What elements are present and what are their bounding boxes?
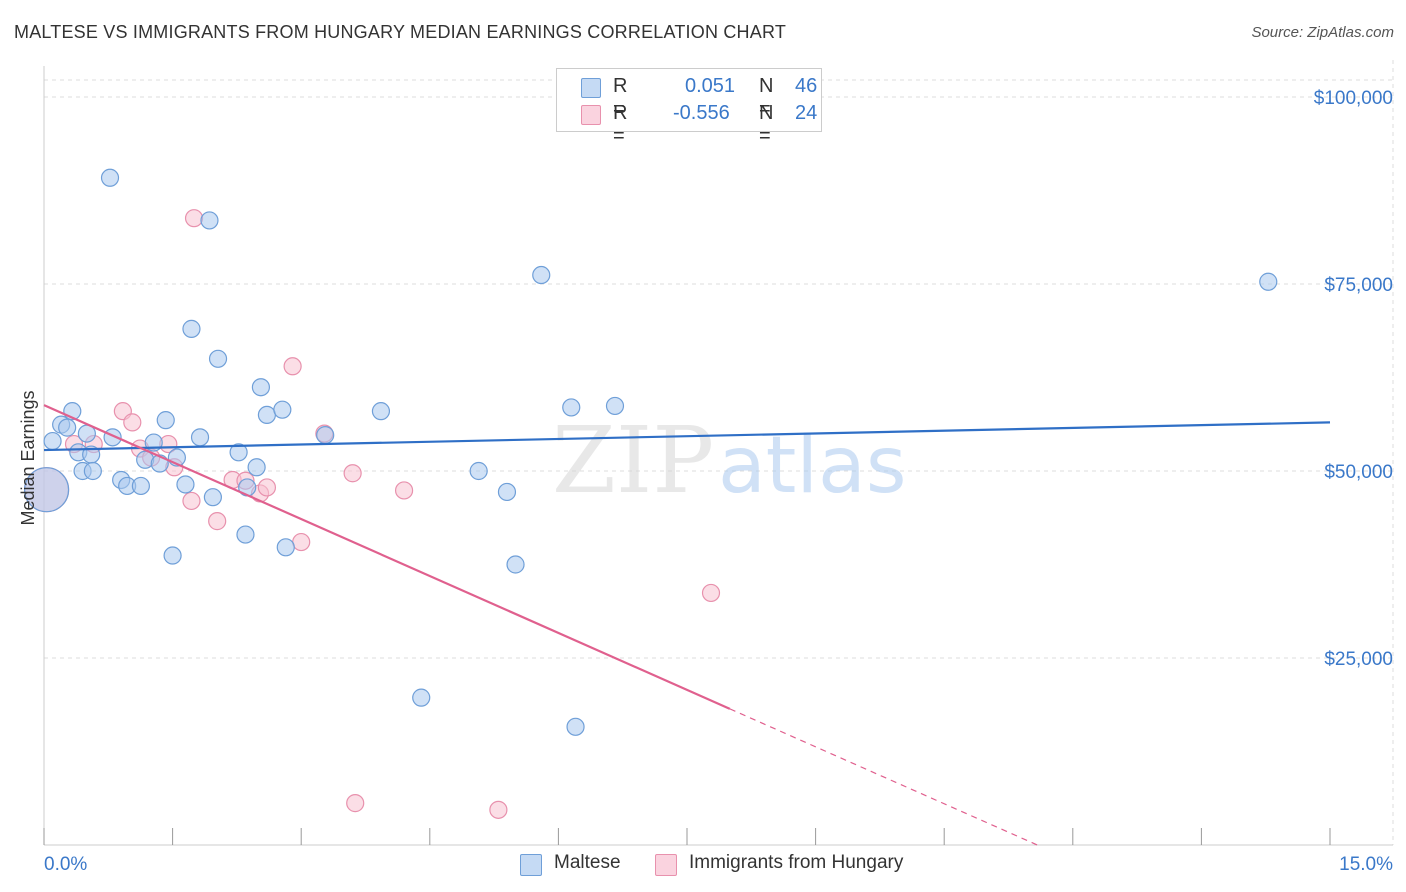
maltese-point: [163, 546, 182, 565]
hungary-point: [208, 512, 227, 531]
maltese-point: [182, 319, 201, 338]
maltese-point: [506, 555, 525, 574]
hungary-r-value: -0.556: [673, 102, 730, 124]
r-label: R =: [613, 75, 628, 120]
maltese-point: [208, 349, 228, 368]
maltese-point: [566, 717, 585, 736]
r-label: R =: [613, 102, 628, 147]
maltese-point: [412, 688, 431, 707]
maltese-point: [276, 538, 295, 557]
n-label: N =: [759, 75, 774, 120]
watermark-atlas: atlas: [718, 421, 907, 511]
hungary-points: [23, 209, 721, 819]
maltese-trend-line: [43, 421, 1331, 452]
maltese-point: [247, 458, 266, 477]
maltese-n-value: 46: [795, 75, 818, 97]
maltese-points: [23, 168, 1278, 736]
correlation-legend: R = 0.051 N = 46 R = -0.556 N = 24: [556, 68, 822, 147]
hungary-point: [394, 481, 414, 500]
maltese-point: [23, 467, 70, 513]
n-label: N =: [759, 102, 774, 147]
maltese-r-value: 0.051: [685, 75, 736, 97]
x-tick-label: 0.0%: [44, 854, 87, 875]
hungary-point: [346, 794, 365, 813]
maltese-point: [203, 488, 222, 507]
maltese-point: [100, 168, 120, 187]
maltese-point: [229, 443, 248, 462]
hungary-point: [184, 209, 204, 228]
hungary-point: [257, 478, 277, 497]
maltese-point: [131, 476, 150, 496]
hungary-legend-label: Immigrants from Hungary: [689, 852, 904, 873]
maltese-point: [497, 482, 517, 502]
hungary-point: [292, 532, 311, 552]
maltese-point: [190, 428, 210, 447]
y-tick-label: $50,000: [1324, 462, 1393, 483]
maltese-point: [273, 400, 292, 419]
maltese-point: [200, 211, 219, 230]
hungary-point: [489, 800, 508, 819]
maltese-point: [1259, 272, 1278, 291]
maltese-point: [156, 411, 175, 430]
maltese-point: [605, 396, 625, 416]
hungary-point: [283, 357, 302, 376]
maltese-point: [251, 378, 271, 397]
watermark-zip: ZIP: [552, 407, 714, 514]
hungary-trend-extension: [729, 708, 1039, 847]
watermark: ZIP atlas: [552, 407, 907, 514]
hungary-swatch: [581, 105, 601, 125]
hungary-point: [123, 413, 142, 432]
chart-title: MALTESE VS IMMIGRANTS FROM HUNGARY MEDIA…: [14, 22, 787, 42]
axis-labels: $25,000 $50,000 $75,000 $100,000 0.0% 15.0%: [44, 88, 1393, 875]
maltese-point: [371, 402, 391, 421]
y-tick-label: $100,000: [1314, 88, 1393, 109]
hungary-trend-line: [43, 404, 731, 710]
y-axis-label: Median Earnings: [18, 390, 38, 525]
maltese-legend-label: Maltese: [554, 852, 621, 873]
maltese-point: [43, 431, 62, 451]
hungary-n-value: 24: [795, 102, 818, 124]
hungary-point: [701, 583, 721, 603]
maltese-point: [58, 418, 77, 437]
maltese-point: [562, 398, 581, 417]
axes: [43, 66, 1393, 846]
maltese-point: [236, 525, 255, 544]
maltese-point: [257, 405, 277, 424]
maltese-point: [469, 461, 488, 481]
trend-lines: [43, 404, 1331, 847]
y-tick-label: $25,000: [1324, 649, 1393, 670]
maltese-legend-swatch: [520, 854, 542, 876]
maltese-point: [316, 425, 335, 445]
maltese-swatch: [581, 78, 601, 98]
x-tick-label: 15.0%: [1339, 854, 1393, 875]
hungary-point: [182, 491, 201, 511]
maltese-point: [176, 475, 195, 494]
hungary-point: [343, 464, 362, 483]
maltese-point: [532, 265, 551, 285]
maltese-point: [83, 461, 102, 481]
source-credit: Source: ZipAtlas.com: [1251, 24, 1394, 41]
hungary-legend-swatch: [655, 854, 677, 876]
y-tick-label: $75,000: [1324, 275, 1393, 296]
